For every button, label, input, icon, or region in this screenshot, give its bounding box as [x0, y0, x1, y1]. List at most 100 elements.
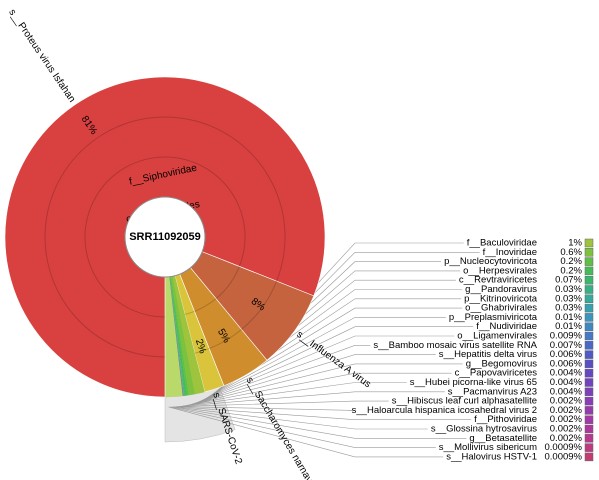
legend-name: s__Haloarcula hispanica icosahedral viru…: [352, 405, 537, 416]
legend-value: 0.009%: [550, 331, 583, 342]
leader-line: [189, 345, 371, 406]
small-segment: [169, 276, 183, 397]
legend-name: s__Hepatitis delta virus: [439, 349, 537, 360]
legend-value: 0.006%: [550, 358, 583, 369]
leader-line: [179, 400, 389, 407]
legend-swatch: [584, 424, 594, 434]
legend-swatch: [584, 331, 594, 341]
legend-value: 0.03%: [555, 303, 582, 314]
small-segment: [169, 276, 183, 397]
small-segment: [169, 276, 183, 397]
legend-swatch: [584, 368, 594, 378]
small-segment: [169, 276, 184, 396]
small-segment: [169, 276, 185, 396]
legend-name: g__Pandoravirus: [465, 284, 537, 295]
small-segment: [169, 276, 184, 396]
legend-swatch: [584, 443, 594, 452]
small-segment: [169, 276, 184, 396]
small-segment: [169, 276, 183, 396]
legend-name: p__Nucleocytoviricota: [444, 256, 538, 267]
legend-name: p__Preplasmiviricota: [449, 312, 538, 323]
legend-name: s__Mollivirus sibericum: [439, 442, 537, 453]
segment-name: s__Influenza A virus: [294, 329, 372, 390]
legend-value: 0.03%: [555, 293, 582, 304]
leader-line: [186, 363, 463, 406]
chart-title: SRR11092059: [129, 231, 201, 243]
small-segment: [169, 276, 183, 397]
legend-value: 0.0009%: [544, 442, 582, 453]
legend-value: 0.002%: [550, 424, 583, 435]
small-segment: [171, 276, 195, 396]
legend-name: g__Betasatellite: [469, 433, 537, 444]
leader-line: [193, 326, 474, 405]
legend-value: 0.002%: [550, 433, 583, 444]
segment-percent: 2%: [193, 338, 208, 355]
legend-swatch: [584, 434, 594, 443]
legend-name: f__Baculoviridae: [467, 238, 537, 249]
legend-name: s__Pacmanvirus A23: [448, 386, 537, 397]
legend-name: f__Nudiviridae: [476, 321, 537, 332]
legend-name: f__Pithoviridae: [474, 414, 537, 425]
segment-name: s__Saccharomyces narnavirus: [244, 375, 323, 480]
legend-value: 0.0009%: [544, 451, 582, 462]
leader-line: [194, 317, 446, 405]
leader-line: [180, 391, 445, 407]
legend-value: 0.07%: [555, 275, 582, 286]
legend-value: 0.01%: [555, 321, 582, 332]
legend-swatch: [584, 341, 594, 350]
legend-name: s__Hubei picorna-like virus 65: [410, 377, 537, 388]
small-segment: [169, 276, 184, 396]
legend-swatch: [584, 452, 594, 462]
leader-line: [170, 406, 436, 448]
leader-line: [175, 406, 472, 420]
legend-value: 0.004%: [550, 386, 583, 397]
legend-swatch: [584, 322, 594, 331]
legend-swatch: [584, 350, 594, 359]
small-segment: [169, 276, 184, 396]
small-segment: [169, 276, 183, 397]
legend-swatch: [584, 303, 594, 313]
leader-line: [182, 382, 407, 407]
small-segment: [169, 276, 183, 397]
legend-swatch: [584, 415, 594, 424]
legend-swatch: [584, 238, 594, 248]
leader-line: [172, 406, 467, 439]
small-segment: [169, 276, 183, 397]
legend-value: 0.006%: [550, 349, 583, 360]
legend-value: 1%: [568, 238, 582, 249]
small-segment: [170, 276, 188, 396]
legend-name: f__Inoviridae: [483, 247, 537, 258]
legend-name: p__Kitrinoviricota: [464, 293, 538, 304]
ring-line: [194, 348, 210, 354]
legend-swatch: [584, 378, 594, 387]
legend-swatch: [584, 257, 594, 266]
legend-value: 0.03%: [555, 284, 582, 295]
leader-line: [177, 406, 356, 411]
wedges: [4, 76, 326, 398]
small-segment: [169, 276, 184, 396]
legend-name: o__Ligamenvirales: [457, 331, 537, 342]
legend-name: s__Hibiscus leaf curl alphasatellite: [392, 396, 537, 407]
legend-swatch: [584, 275, 594, 285]
legend-swatch: [584, 313, 594, 322]
legend-name: o__Herpesvirales: [463, 265, 537, 276]
small-segment: [169, 276, 184, 396]
legend-name: g__Begomovirus: [466, 358, 538, 369]
legend-name: o__Ghabrivirales: [465, 303, 537, 314]
legend-value: 0.002%: [550, 396, 583, 407]
legend-swatch: [584, 294, 594, 304]
legend-value: 0.01%: [555, 312, 582, 323]
legend-name: c__Revtraviricetes: [459, 275, 537, 286]
legend-value: 0.2%: [560, 265, 582, 276]
legend-swatch: [584, 359, 594, 369]
legend-value: 0.004%: [550, 377, 583, 388]
segment-name: s__Proteus virus Isfahan: [6, 7, 77, 104]
legend-value: 0.002%: [550, 414, 583, 425]
legend-swatch: [584, 406, 594, 415]
small-segment: [169, 276, 186, 396]
leader-line: [168, 406, 444, 458]
leader-line: [187, 354, 436, 406]
small-segment: [172, 275, 205, 395]
